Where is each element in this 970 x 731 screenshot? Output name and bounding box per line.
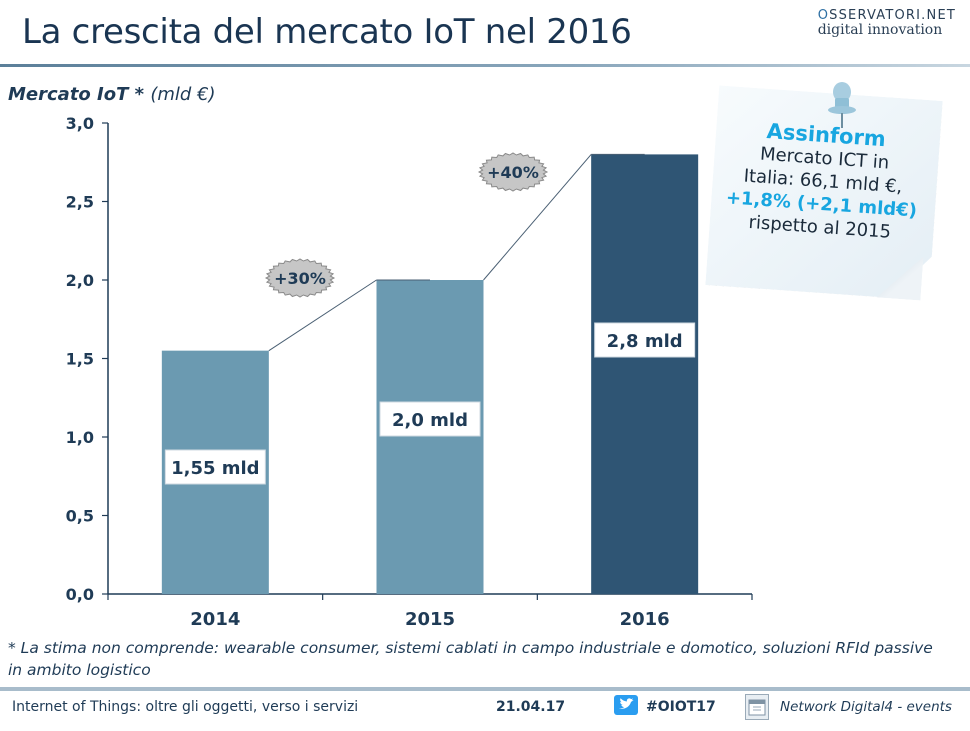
y-axis-title: Mercato IoT * (mld €) <box>8 84 216 105</box>
logo-o-icon: O <box>817 8 830 23</box>
y-tick-label: 1,0 <box>66 428 94 447</box>
y-tick-label: 0,5 <box>66 507 94 526</box>
logo-top-text: SSERVATORI.NET <box>829 8 956 23</box>
y-tick-label: 0,0 <box>66 585 94 604</box>
footer-network: Network Digital4 - events <box>780 699 952 715</box>
growth-connector <box>268 279 377 352</box>
growth-badge <box>264 258 336 298</box>
y-axis-title-main: Mercato IoT * <box>8 84 145 105</box>
x-tick-label: 2016 <box>620 609 670 630</box>
assinform-note-text: Assinform Mercato ICT in Italia: 66,1 ml… <box>714 117 932 246</box>
y-tick-label: 3,0 <box>66 114 94 133</box>
data-label: 2,8 mld <box>607 331 683 352</box>
calendar-icon <box>745 694 769 720</box>
growth-label: +40% <box>487 163 539 182</box>
x-tick-label: 2014 <box>190 609 240 630</box>
logo-bottom-text: digital innovation <box>817 22 943 38</box>
pushpin-icon <box>828 82 856 128</box>
y-tick-label: 1,5 <box>66 350 94 369</box>
y-tick-label: 2,0 <box>66 271 94 290</box>
data-label-box <box>379 401 481 437</box>
bar-chart: 0,0 0,5 1,0 1,5 2,0 2,5 3,0 2014 2015 2016 +30% +40… <box>66 114 753 630</box>
footnote: * La stima non comprende: wearable consu… <box>8 639 933 679</box>
footer-date: 21.04.17 <box>496 699 566 715</box>
y-axis-title-unit: (mld €) <box>150 84 216 105</box>
footer-divider <box>0 687 970 691</box>
y-tick-label: 2,5 <box>66 193 94 212</box>
footer-hashtag: #OIOT17 <box>646 699 716 715</box>
title-divider <box>0 64 970 67</box>
data-label: 2,0 mld <box>392 410 468 431</box>
twitter-icon <box>614 695 638 715</box>
data-label-box <box>164 449 266 485</box>
growth-badge <box>477 152 549 192</box>
growth-connector <box>483 154 592 281</box>
footer: Internet of Things: oltre gli oggetti, v… <box>0 693 970 731</box>
bar-2015 <box>376 280 484 594</box>
growth-label: +30% <box>274 269 326 288</box>
data-label: 1,55 mld <box>171 458 260 479</box>
x-tick-label: 2015 <box>405 609 455 630</box>
data-label-box <box>594 322 696 358</box>
page-title: La crescita del mercato IoT nel 2016 <box>22 12 632 52</box>
osservatori-logo: OSSERVATORI.NET digital innovation <box>818 8 956 38</box>
bar-2016 <box>591 154 699 594</box>
footer-event-title: Internet of Things: oltre gli oggetti, v… <box>12 699 359 715</box>
